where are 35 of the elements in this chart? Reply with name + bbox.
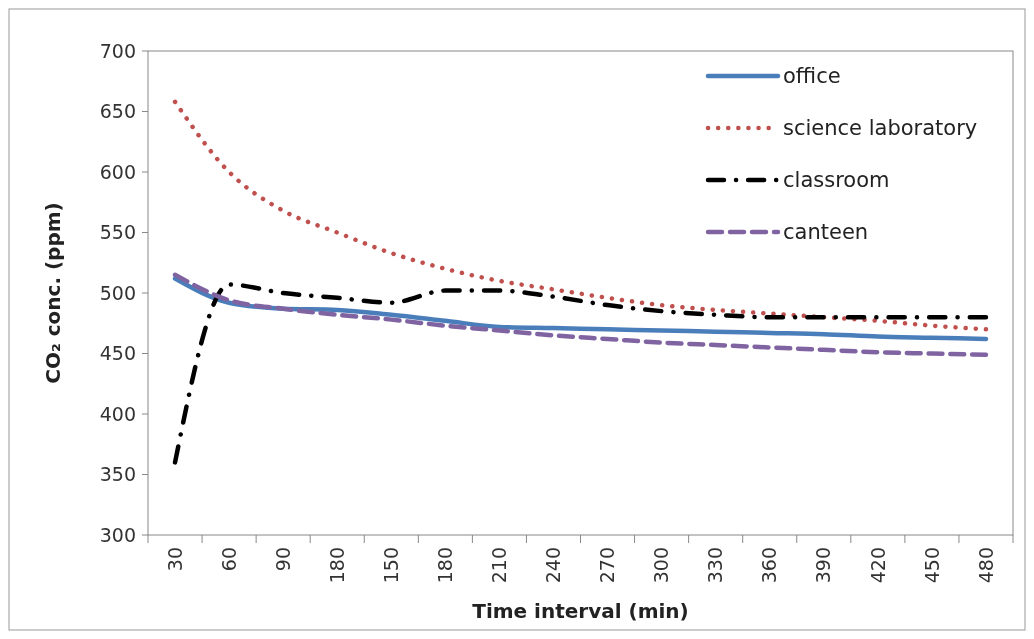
x-tick-label: 30 xyxy=(163,547,186,572)
y-tick-label: 700 xyxy=(99,39,136,62)
x-tick-label: 240 xyxy=(542,547,565,584)
x-tick-label: 210 xyxy=(488,547,511,584)
y-tick-label: 450 xyxy=(99,342,136,365)
x-tick-label: 330 xyxy=(704,547,727,584)
y-tick-label: 500 xyxy=(99,281,136,304)
legend-label: canteen xyxy=(783,220,869,245)
line-series xyxy=(172,276,989,342)
legend-label: office xyxy=(783,64,841,89)
x-tick-label: 420 xyxy=(866,547,889,584)
line-series xyxy=(172,99,989,332)
y-tick-label: 650 xyxy=(99,100,136,123)
y-axis-title: CO₂ conc. (ppm) xyxy=(41,202,65,384)
x-tick-label: 270 xyxy=(596,547,619,584)
legend-label: science laboratory xyxy=(783,116,978,141)
x-tick-label: 390 xyxy=(812,547,835,584)
x-tick-label: 480 xyxy=(974,547,997,584)
y-tick-label: 400 xyxy=(99,402,136,425)
x-tick-label: 450 xyxy=(920,547,943,584)
y-tick-label: 600 xyxy=(99,160,136,183)
line-series xyxy=(172,282,989,465)
x-axis-title: Time interval (min) xyxy=(472,599,689,623)
x-tick-label: 300 xyxy=(650,547,673,584)
x-tick-label: 150 xyxy=(379,547,402,584)
legend-label: classroom xyxy=(783,168,890,193)
x-tick-label: 180 xyxy=(433,547,456,584)
y-tick-label: 350 xyxy=(99,463,136,486)
x-tick-label: 90 xyxy=(271,547,294,572)
x-tick-label: 60 xyxy=(217,547,240,572)
line-series xyxy=(172,272,989,357)
y-tick-label: 300 xyxy=(99,523,136,546)
y-tick-label: 550 xyxy=(99,221,136,244)
x-tick-label: 360 xyxy=(758,547,781,584)
x-tick-label: 180 xyxy=(325,547,348,584)
